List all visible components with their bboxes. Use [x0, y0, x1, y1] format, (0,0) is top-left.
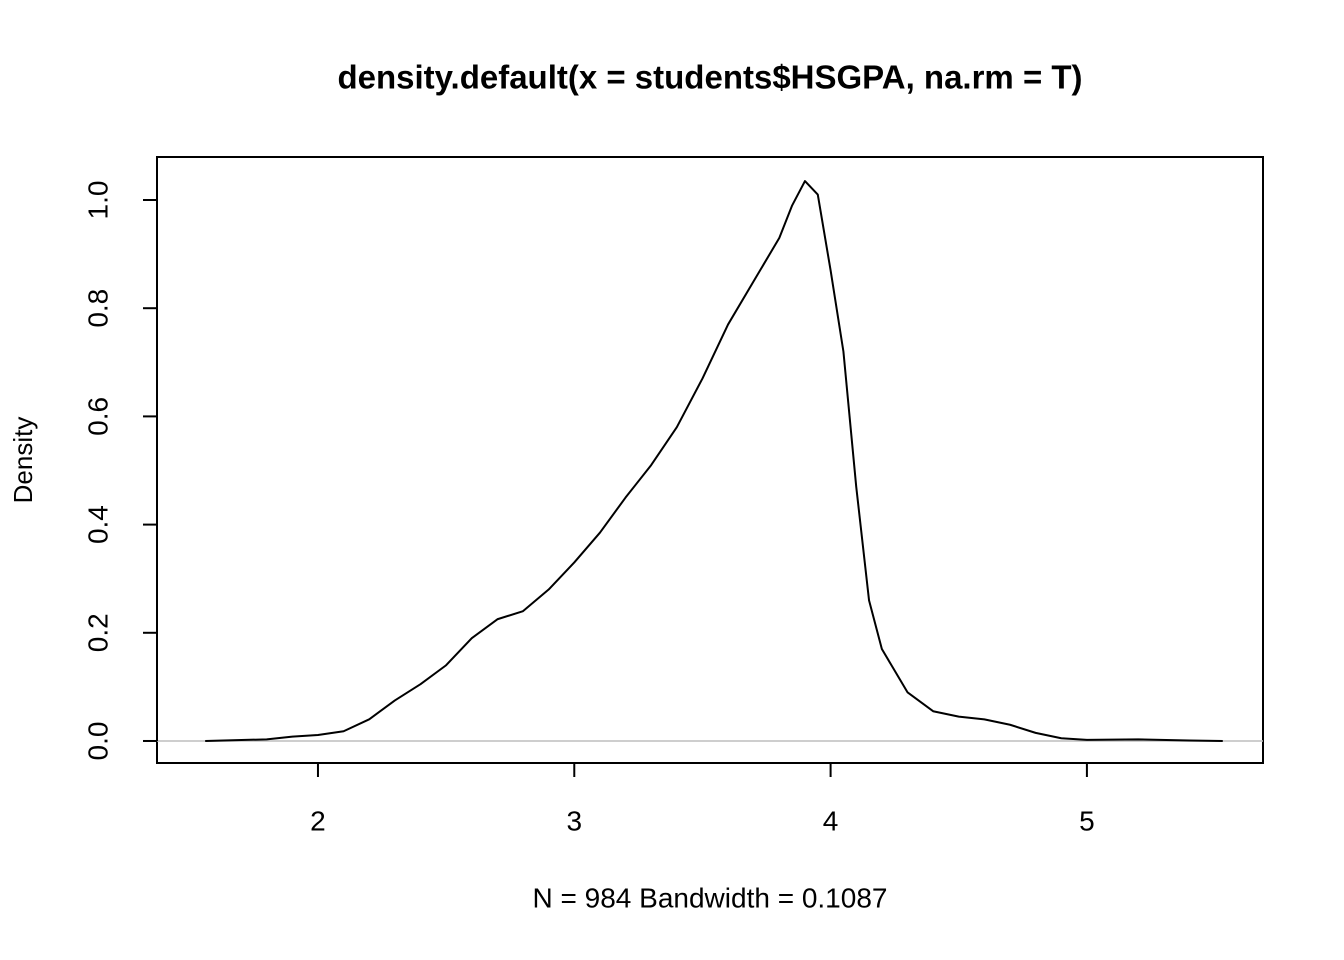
y-tick-label: 0.2 [82, 613, 113, 652]
x-tick-label: 5 [1079, 805, 1095, 836]
y-tick-label: 0.8 [82, 289, 113, 328]
y-tick-label: 0.6 [82, 397, 113, 436]
y-tick-label: 0.4 [82, 505, 113, 544]
x-axis-label: N = 984 Bandwidth = 0.1087 [533, 882, 888, 913]
y-tick-label: 0.0 [82, 722, 113, 761]
density-line [205, 180, 1223, 742]
x-tick-label: 2 [310, 805, 326, 836]
x-tick-label: 4 [823, 805, 839, 836]
y-tick-label: 1.0 [82, 181, 113, 220]
chart-title: density.default(x = students$HSGPA, na.r… [337, 59, 1082, 96]
x-tick-label: 3 [566, 805, 582, 836]
y-axis-label: Density [8, 417, 38, 504]
